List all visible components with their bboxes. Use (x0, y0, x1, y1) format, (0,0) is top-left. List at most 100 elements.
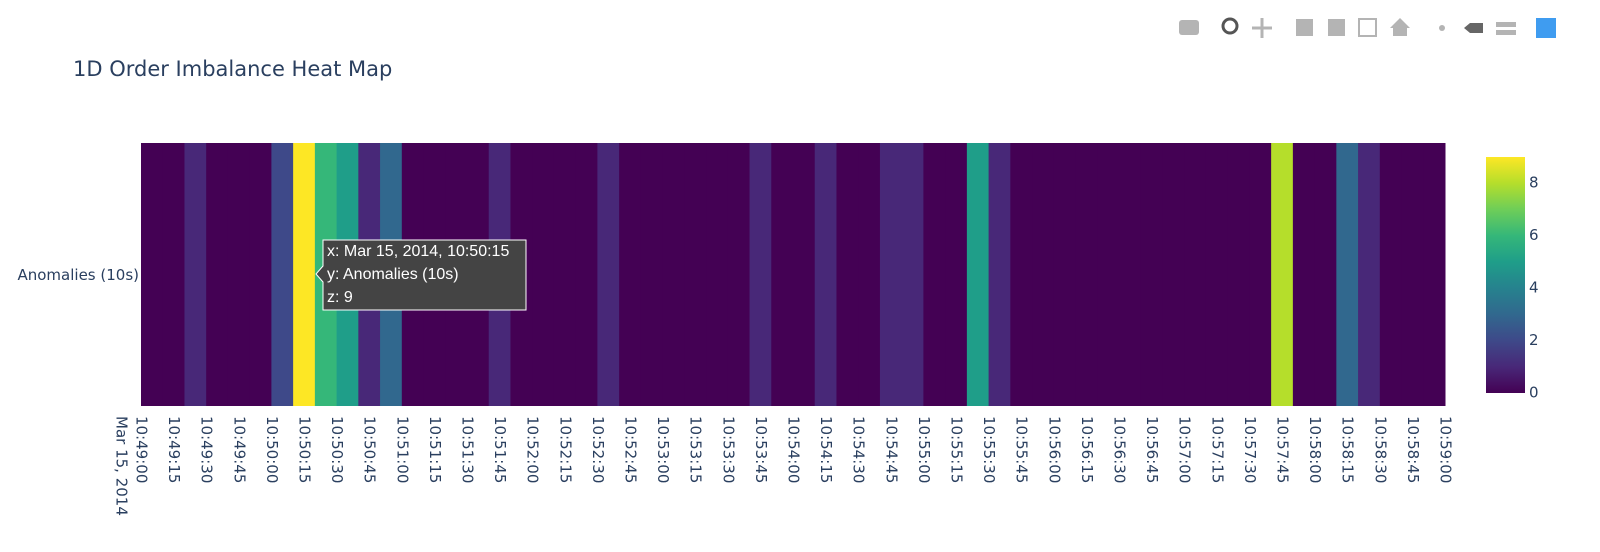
chart-title: 1D Order Imbalance Heat Map (73, 57, 392, 81)
x-tick-label: 10:57:30 (1241, 416, 1259, 483)
colorbar (1486, 157, 1525, 393)
heat-cell (1010, 143, 1033, 406)
x-tick-label: 10:58:45 (1404, 416, 1422, 483)
heat-cell (532, 143, 555, 406)
x-tick-label: 10:49:30 (198, 416, 216, 483)
heat-cell (162, 143, 185, 406)
colorbar-tick-label: 8 (1529, 174, 1539, 192)
hover-text: y: Anomalies (10s) (327, 266, 459, 283)
x-tick-label: 10:50:45 (361, 416, 379, 483)
heat-cell (1271, 143, 1294, 406)
x-tick-label: 10:55:45 (1013, 416, 1031, 483)
heat-cell (1227, 143, 1250, 406)
y-tick-label: Anomalies (10s) (17, 266, 139, 284)
heat-cell (945, 143, 968, 406)
x-tick-label: 10:56:00 (1045, 416, 1063, 483)
heat-cell (206, 143, 229, 406)
heat-cell (1032, 143, 1055, 406)
plotly-logo[interactable] (1536, 18, 1556, 38)
x-tick-label: 10:57:00 (1176, 416, 1194, 483)
x-tick-label: 10:58:00 (1306, 416, 1324, 483)
autoscale-button[interactable] (1358, 18, 1377, 37)
heat-cell (1053, 143, 1077, 406)
heat-cell (1184, 143, 1207, 406)
heat-cell (597, 143, 620, 406)
x-tick-label: 10:56:15 (1078, 416, 1096, 483)
x-tick-label: 10:52:30 (589, 416, 607, 483)
zoom-in-button[interactable] (1296, 19, 1313, 36)
hover-box (315, 239, 527, 311)
heat-cell (1292, 143, 1316, 406)
x-tick-label: 10:56:45 (1143, 416, 1161, 483)
heat-cell (1119, 143, 1142, 406)
x-tick-label: 10:55:00 (915, 416, 933, 483)
hover-text: x: Mar 15, 2014, 10:50:15 (327, 243, 509, 260)
heat-cell (640, 143, 664, 406)
heat-cell (966, 143, 990, 406)
heat-cell (141, 143, 164, 406)
heat-cell (249, 143, 272, 406)
x-tick-label: 10:49:00 (133, 416, 151, 483)
heat-cell (901, 143, 924, 406)
heat-cell (1140, 143, 1163, 406)
x-tick-label: 10:53:30 (719, 416, 737, 483)
heat-cell (1097, 143, 1120, 406)
hover-closest-button[interactable] (1464, 23, 1483, 33)
heat-cell (923, 143, 946, 406)
x-tick-label: 10:54:30 (850, 416, 868, 483)
x-tick-label: 10:52:45 (622, 416, 640, 483)
heat-cell (1358, 143, 1381, 406)
x-date-label: Mar 15, 2014 (113, 416, 131, 516)
heat-cell (879, 143, 903, 406)
colorbar-tick-label: 6 (1529, 226, 1539, 244)
heat-cell (619, 143, 642, 406)
x-tick-label: 10:58:15 (1339, 416, 1357, 483)
colorbar-tick-label: 4 (1529, 279, 1539, 297)
pan-button[interactable] (1252, 18, 1272, 38)
x-tick-label: 10:49:45 (230, 416, 248, 483)
heat-cell (684, 143, 707, 406)
x-tick-label: 10:51:00 (393, 416, 411, 483)
heat-cell (1249, 143, 1272, 406)
heat-cell (1205, 143, 1229, 406)
x-tick-label: 10:51:15 (426, 416, 444, 483)
heat-cell (575, 143, 598, 406)
heat-cell (227, 143, 251, 406)
zoom-out-button[interactable] (1328, 19, 1345, 36)
x-tick-label: 10:54:00 (785, 416, 803, 483)
heat-cell (814, 143, 837, 406)
x-tick-label: 10:57:15 (1208, 416, 1226, 483)
x-tick-label: 10:55:15 (948, 416, 966, 483)
x-tick-label: 10:52:00 (524, 416, 542, 483)
x-tick-label: 10:54:45 (882, 416, 900, 483)
heat-cell (553, 143, 577, 406)
heat-cell (771, 143, 794, 406)
heat-cell (662, 143, 685, 406)
x-tick-label: 10:55:30 (980, 416, 998, 483)
colorbar-tick-label: 0 (1529, 384, 1539, 402)
x-tick-label: 10:50:00 (263, 416, 281, 483)
x-tick-label: 10:53:45 (752, 416, 770, 483)
reset-button[interactable] (1390, 18, 1410, 36)
heat-cell (858, 143, 881, 406)
heat-cell (1314, 143, 1337, 406)
x-tick-label: 10:50:30 (328, 416, 346, 483)
x-tick-label: 10:57:45 (1274, 416, 1292, 483)
x-tick-label: 10:53:00 (654, 416, 672, 483)
heat-cell (1401, 143, 1424, 406)
x-tick-label: 10:50:15 (296, 416, 314, 483)
heat-cell (793, 143, 816, 406)
x-tick-label: 10:53:15 (687, 416, 705, 483)
spike-button[interactable] (1439, 25, 1445, 31)
x-tick-label: 10:49:15 (165, 416, 183, 483)
x-tick-label: 10:56:30 (1111, 416, 1129, 483)
camera-button[interactable] (1179, 20, 1199, 35)
heat-cell (706, 143, 729, 406)
x-tick-label: 10:59:00 (1437, 416, 1455, 483)
hover-text: z: 9 (327, 289, 353, 306)
hover-compare-button[interactable] (1496, 22, 1516, 35)
zoom-button[interactable] (1221, 17, 1239, 35)
x-tick-label: 10:58:30 (1371, 416, 1389, 483)
heat-cell (184, 143, 207, 406)
